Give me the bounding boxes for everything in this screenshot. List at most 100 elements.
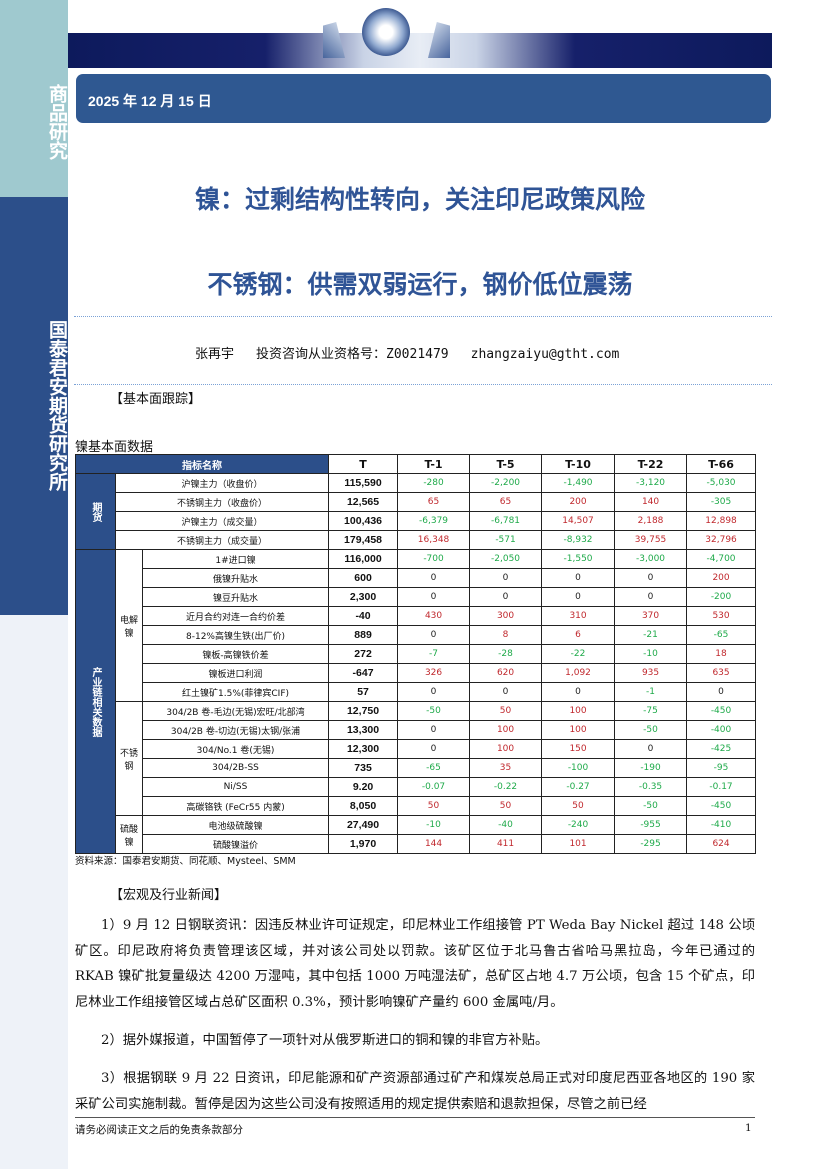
value-change: 18: [686, 644, 757, 664]
value-change: -280: [397, 473, 471, 493]
indicator-name: 近月合约对连一合约价差: [141, 606, 330, 626]
value-change: 0: [541, 568, 616, 588]
value-change: 0: [614, 739, 688, 759]
sidebar-top-label: 商品研究: [46, 84, 68, 160]
indicator-name: 镍板进口利润: [141, 663, 330, 683]
value-change: 200: [541, 492, 616, 512]
section-heading-news: 【宏观及行业新闻】: [110, 888, 228, 903]
value-change: 0: [469, 587, 543, 607]
table-row: Ni/SS 9.20 -0.07 -0.22 -0.27 -0.35 -0.17: [76, 777, 757, 797]
value-change: -305: [686, 492, 757, 512]
indicator-name: 沪镍主力（成交量）: [114, 511, 330, 531]
table-row: 镍豆升贴水 2,300 0 0 0 0 -200: [76, 587, 757, 607]
value-change: 16,348: [397, 530, 471, 550]
value-t: 12,750: [328, 701, 399, 721]
value-t: 2,300: [328, 587, 399, 607]
value-change: 200: [686, 568, 757, 588]
value-change: 100: [469, 720, 543, 740]
indicator-name: 俄镍升贴水: [141, 568, 330, 588]
value-change: 0: [686, 682, 757, 702]
value-change: -0.22: [469, 777, 543, 797]
news-paragraph-1: 1）9 月 12 日钢联资讯：因违反林业许可证规定，印尼林业工作组接管 PT W…: [75, 918, 755, 1010]
value-change: -10: [614, 644, 688, 664]
value-change: -450: [686, 796, 757, 816]
value-change: -0.27: [541, 777, 616, 797]
indicator-name: 镍板-高镍铁价差: [141, 644, 330, 664]
value-change: 100: [541, 720, 616, 740]
value-t: -647: [328, 663, 399, 683]
value-change: -28: [469, 644, 543, 664]
value-change: -65: [397, 758, 471, 778]
author-email[interactable]: zhangzaiyu@gtht.com: [470, 347, 620, 362]
value-change: 620: [469, 663, 543, 683]
table-row: 期货 沪镍主力（收盘价） 115,590 -280 -2,200 -1,490 -3,120…: [75, 473, 757, 550]
indicator-name: 8-12%高镍生铁(出厂价): [141, 625, 330, 645]
value-change: 100: [541, 701, 616, 721]
value-t: 889: [328, 625, 399, 645]
value-change: 50: [469, 701, 543, 721]
value-change: -75: [614, 701, 688, 721]
indicator-name: 304/2B-SS: [141, 758, 330, 778]
table-row: 硫酸镍 电池级硫酸镍 27,490 -10 -40 -240 -955 -410: [76, 815, 757, 854]
value-change: -95: [686, 758, 757, 778]
indicator-name: 高碳铬铁 (FeCr55 内蒙): [141, 796, 330, 816]
value-change: 0: [614, 568, 688, 588]
table-row: 高碳铬铁 (FeCr55 内蒙) 8,050 50 50 50 -50 -450: [76, 796, 757, 816]
value-change: -0.07: [397, 777, 471, 797]
table-title: 镍基本面数据: [75, 440, 154, 455]
value-t: -40: [328, 606, 399, 626]
value-change: -40: [469, 815, 543, 835]
value-change: 1,092: [541, 663, 616, 683]
value-t: 600: [328, 568, 399, 588]
value-change: -700: [397, 549, 471, 569]
value-change: -425: [686, 739, 757, 759]
value-change: -200: [686, 587, 757, 607]
value-change: 39,755: [614, 530, 688, 550]
indicator-name: 不锈钢主力（成交量）: [114, 530, 330, 550]
value-change: 12,898: [686, 511, 757, 531]
value-change: 635: [686, 663, 757, 683]
subgroup-label: 不锈钢: [115, 701, 143, 816]
value-change: 0: [541, 682, 616, 702]
table-row: 沪镍主力（成交量） 100,436 -6,379 -6,781 14,507 2,188 1…: [76, 511, 757, 531]
value-change: 0: [397, 625, 471, 645]
sidebar-org-label: 国泰君安期货研究所: [46, 319, 68, 491]
value-change: -410: [686, 815, 757, 835]
indicator-name: 304/No.1 卷(无锡): [141, 739, 330, 759]
value-change: -65: [686, 625, 757, 645]
value-change: 65: [397, 492, 471, 512]
table-source: 资料来源：国泰君安期货、同花顺、Mysteel、SMM: [75, 856, 296, 867]
value-change: 530: [686, 606, 757, 626]
value-change: 0: [469, 568, 543, 588]
title-nickel: 镍：过剩结构性转向，关注印尼政策风险: [194, 185, 645, 214]
value-change: 0: [541, 587, 616, 607]
value-change: 430: [397, 606, 471, 626]
value-change: -3,000: [614, 549, 688, 569]
group-label: 期货: [75, 473, 116, 550]
divider: [74, 384, 772, 385]
section-heading-fundamentals: 【基本面跟踪】: [110, 392, 202, 407]
column-header: T-66: [686, 454, 757, 474]
value-change: -240: [541, 815, 616, 835]
value-change: -571: [469, 530, 543, 550]
value-change: 14,507: [541, 511, 616, 531]
group-label: 产业链相关数据: [75, 549, 116, 854]
indicator-name: 1#进口镍: [141, 549, 330, 569]
value-change: 0: [397, 720, 471, 740]
value-change: -50: [397, 701, 471, 721]
value-change: 0: [469, 682, 543, 702]
indicator-name: 304/2B 卷-切边(无锡)太钢/张浦: [141, 720, 330, 740]
value-change: 0: [397, 739, 471, 759]
value-change: -0.17: [686, 777, 757, 797]
table-row: 不锈钢主力（收盘价） 12,565 65 65 200 140 -305: [76, 492, 757, 512]
value-t: 116,000: [328, 549, 399, 569]
value-change: -190: [614, 758, 688, 778]
value-t: 57: [328, 682, 399, 702]
author-license: 投资咨询从业资格号：Z0021479: [256, 347, 449, 362]
value-change: -10: [397, 815, 471, 835]
table-row: 不锈钢主力（成交量） 179,458 16,348 -571 -8,932 39,755 3…: [76, 530, 757, 550]
value-change: 100: [469, 739, 543, 759]
table-row: 304/2B 卷-切边(无锡)太钢/张浦 13,300 0 100 100 -50 -400: [76, 720, 757, 740]
page-number: 1: [745, 1122, 752, 1134]
value-change: 326: [397, 663, 471, 683]
